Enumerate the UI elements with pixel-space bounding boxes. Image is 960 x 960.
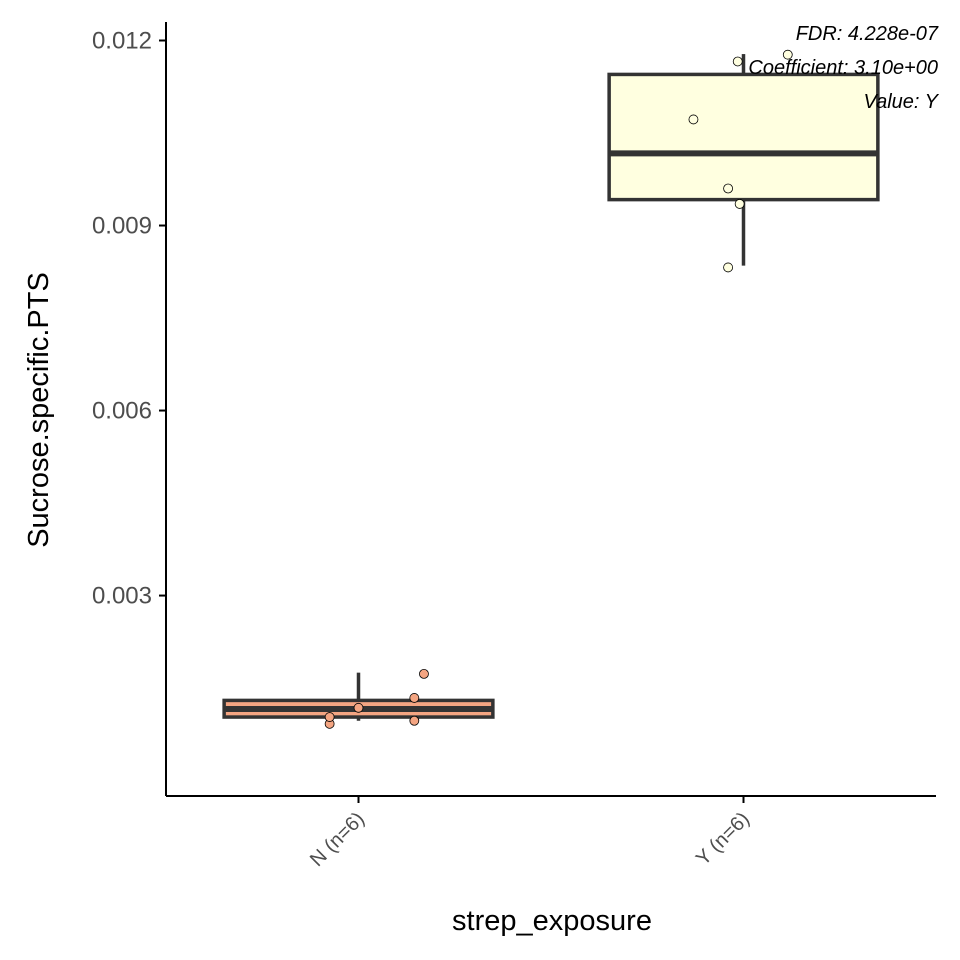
data-point xyxy=(409,693,420,703)
box-group xyxy=(607,49,880,273)
x-axis-ticks: N (n=6) Y (n=6) xyxy=(306,796,754,871)
y-axis-title: Sucrose.specific.PTS xyxy=(23,272,55,548)
data-point xyxy=(409,715,420,726)
annotation-text: Value: Y xyxy=(863,91,939,113)
annotation-text: Coefficient: 3.10e+00 xyxy=(748,57,938,79)
y-axis-ticks: 0.003 0.006 0.009 0.012 xyxy=(92,28,166,610)
y-tick-label: 0.006 xyxy=(92,398,152,425)
data-point xyxy=(353,702,364,713)
data-point xyxy=(723,183,733,194)
data-point xyxy=(688,114,699,125)
box-iqr xyxy=(607,72,880,202)
annotations: FDR: 4.228e-07 Coefficient: 3.10e+00 Value… xyxy=(748,23,939,113)
y-tick-label: 0.003 xyxy=(92,583,152,610)
plot-area xyxy=(222,49,880,729)
annotation-text: FDR: 4.228e-07 xyxy=(796,23,939,45)
x-axis-title: strep_exposure xyxy=(452,905,652,937)
data-point xyxy=(732,56,743,67)
data-point xyxy=(723,262,733,273)
box-group xyxy=(222,668,495,729)
data-point xyxy=(782,49,793,60)
y-tick-label: 0.009 xyxy=(92,213,152,240)
data-point xyxy=(324,712,335,722)
x-tick-label: N (n=6) xyxy=(306,808,369,871)
data-point xyxy=(734,199,745,209)
data-point xyxy=(419,668,429,679)
y-tick-label: 0.012 xyxy=(92,28,152,55)
x-tick-label: Y (n=6) xyxy=(692,808,754,870)
